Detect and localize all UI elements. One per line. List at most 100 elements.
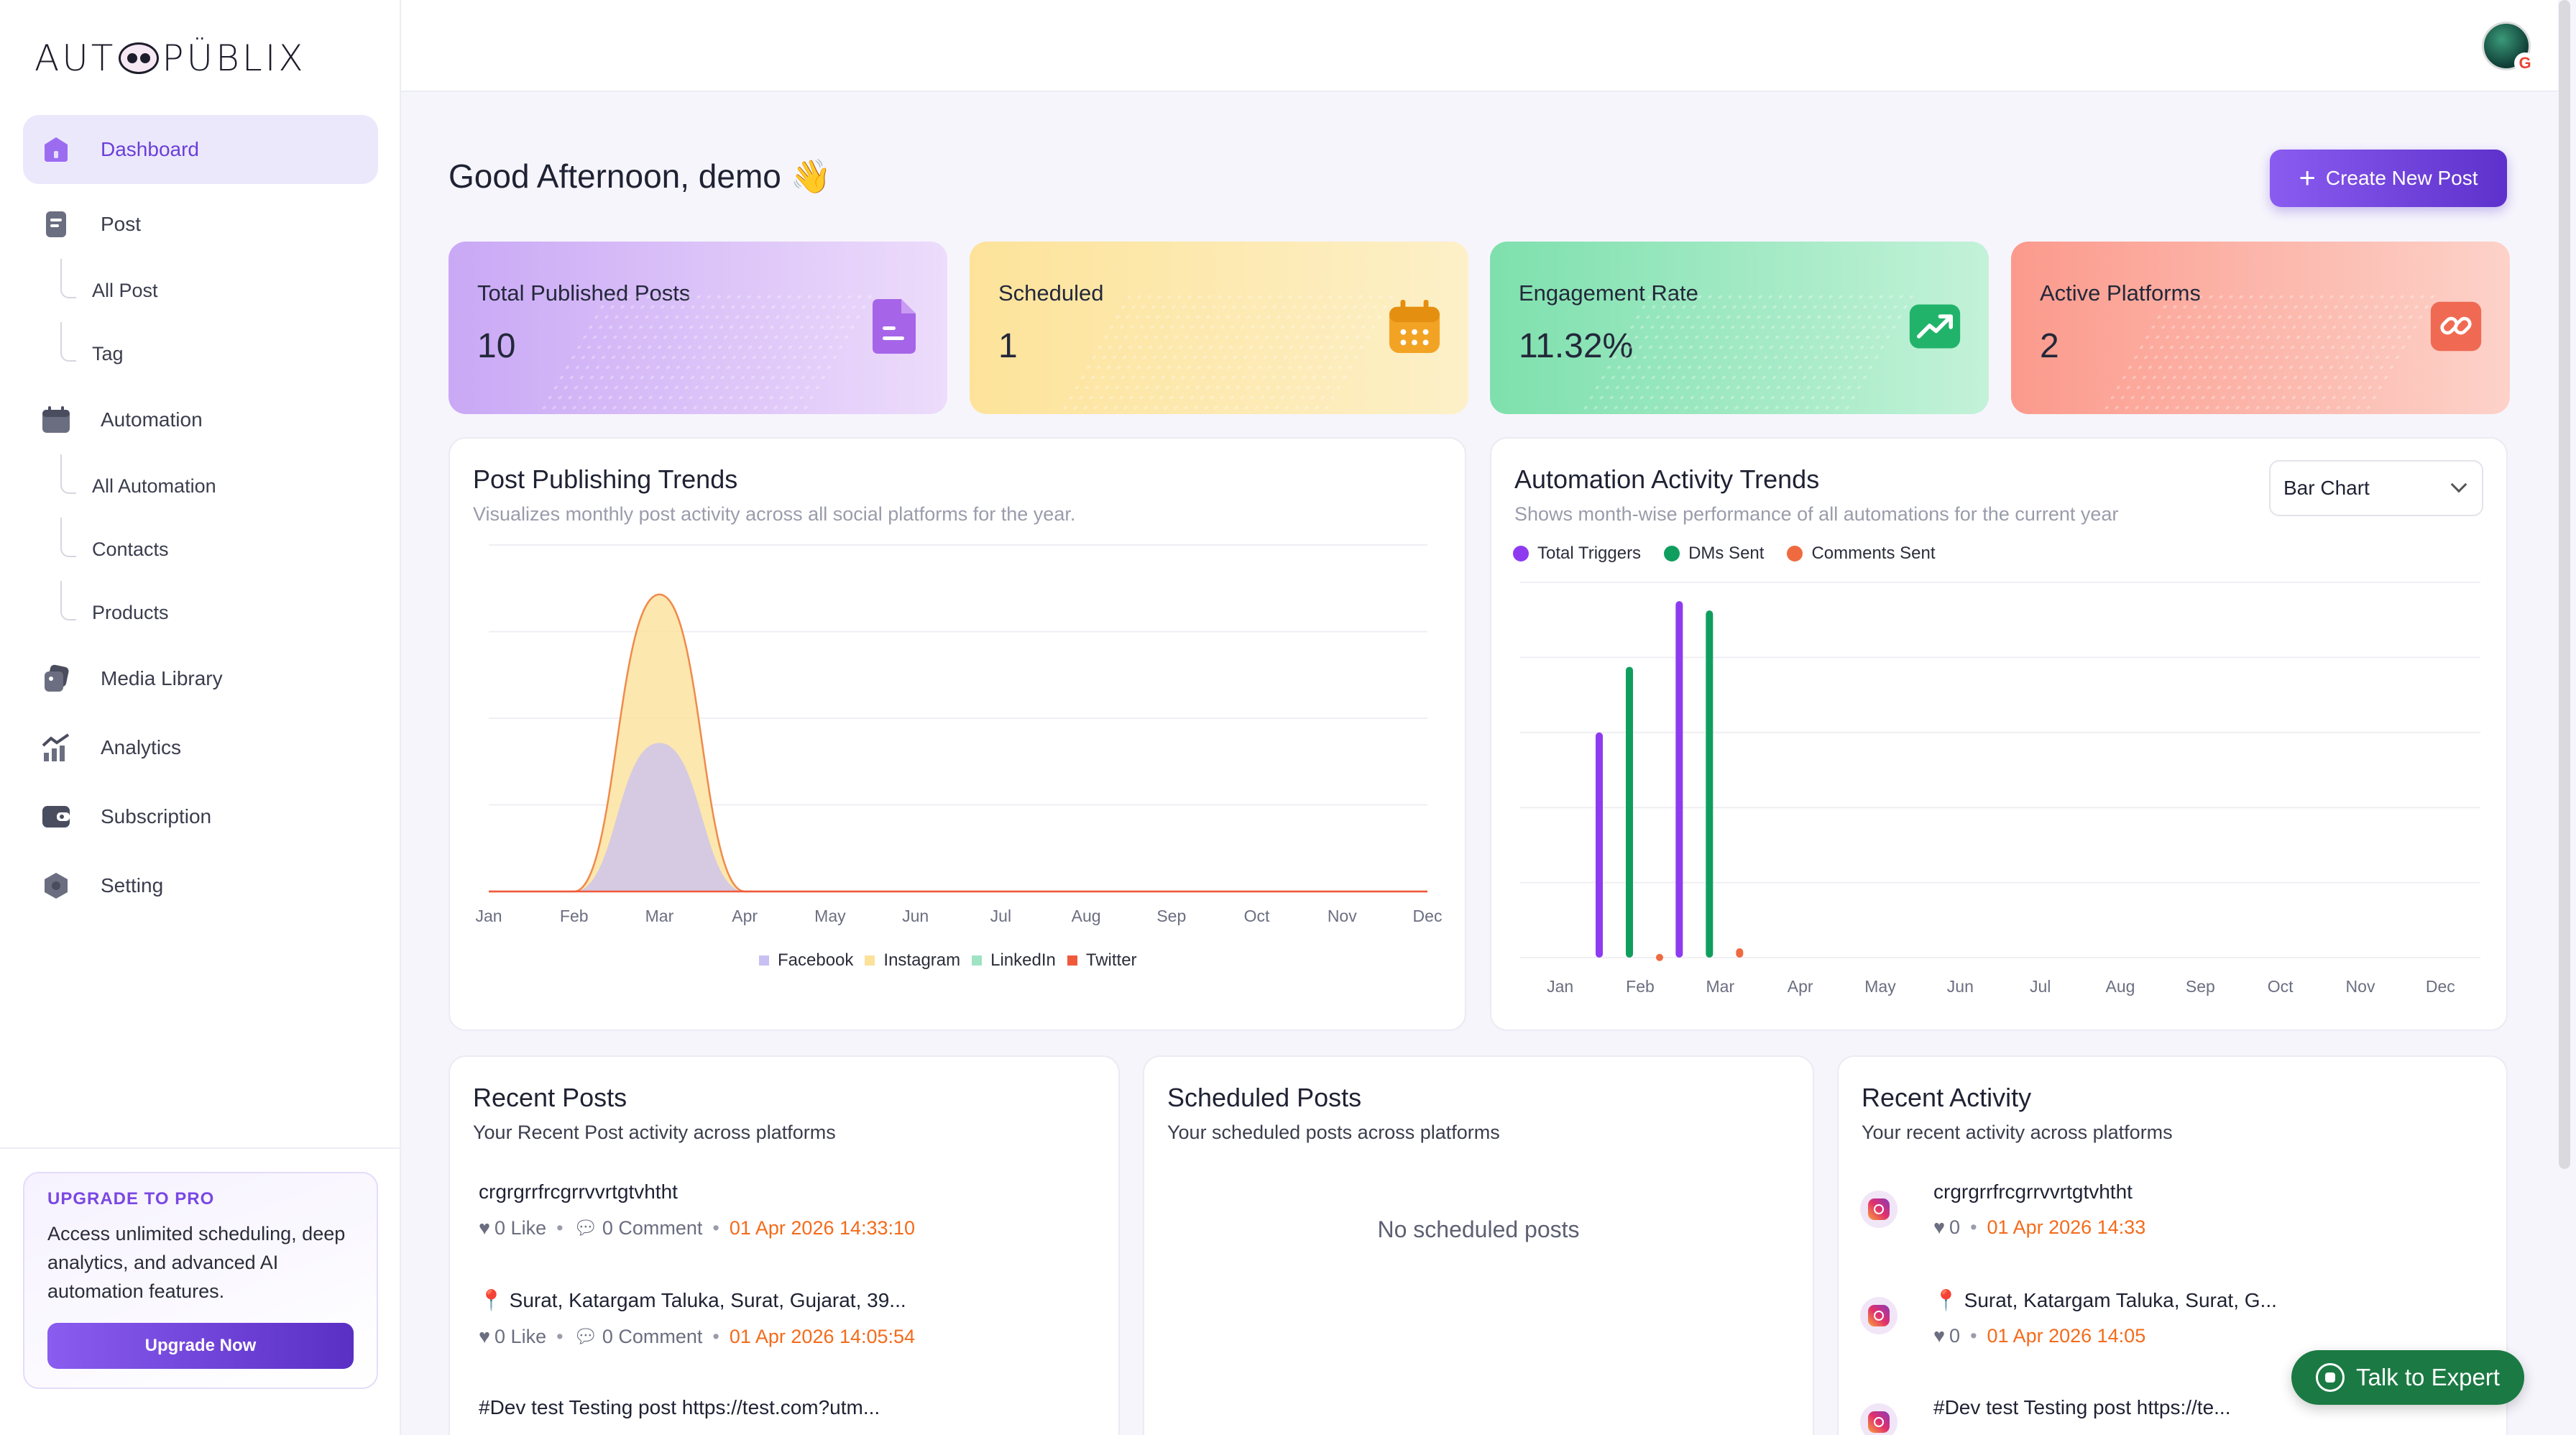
card-subtitle: Your scheduled posts across platforms [1167, 1122, 1500, 1143]
card-subtitle: Your recent activity across platforms [1862, 1122, 2173, 1143]
x-tick-label: Jul [990, 907, 1011, 925]
legend-swatch [759, 955, 769, 966]
legend-item[interactable]: Total Triggers [1513, 544, 1641, 564]
activity-count: 0 [1949, 1325, 1961, 1347]
post-icon [40, 208, 72, 240]
sidebar-item-automation[interactable]: Automation [23, 385, 378, 454]
list-item[interactable]: crgrgrrfrcgrrvvrtgtvhtht ♥ 0 Like • 💬︎ 0… [479, 1180, 915, 1239]
card-pattern [1576, 292, 1921, 414]
x-tick-label: Feb [560, 907, 589, 925]
x-tick-label: Mar [645, 907, 674, 925]
x-tick-label: Apr [732, 907, 758, 925]
post-date: 01 Apr 2026 14:33:10 [729, 1216, 916, 1239]
stat-card-platforms: Active Platforms 2 [2011, 242, 2510, 414]
list-item[interactable]: #Dev test Testing post https://te... [1933, 1396, 2230, 1419]
comment-icon: 💬︎ [573, 1326, 598, 1347]
separator-dot: • [712, 1216, 719, 1239]
post-date: 01 Apr 2026 14:05:54 [729, 1325, 916, 1347]
legend-label: DMs Sent [1688, 544, 1765, 563]
app-logo[interactable]: AUT PÜBLIX [34, 37, 306, 79]
separator-dot: • [1970, 1216, 1977, 1238]
avatar[interactable]: G [2482, 22, 2536, 74]
create-new-post-button[interactable]: + Create New Post [2270, 150, 2507, 207]
sidebar-item-all-post[interactable]: All Post [23, 259, 378, 322]
sidebar: AUT PÜBLIX Dashboard Post All Post Tag A… [0, 0, 401, 1435]
chart-type-select[interactable]: Bar Chart [2269, 460, 2483, 516]
legend-item[interactable]: Twitter [1067, 950, 1137, 971]
legend-label: LinkedIn [990, 950, 1056, 970]
bar-comments-sent[interactable] [1656, 953, 1663, 961]
topbar: G [401, 0, 2558, 92]
x-tick-label: Jun [902, 907, 929, 925]
x-tick-label: Jun [1947, 977, 1974, 996]
automation-activity-trends-card: Automation Activity Trends Shows month-w… [1490, 437, 2508, 1031]
legend-swatch [1513, 546, 1529, 561]
sidebar-item-subscription[interactable]: Subscription [23, 782, 378, 851]
legend-item[interactable]: LinkedIn [972, 950, 1056, 971]
scrollbar[interactable] [2559, 0, 2570, 1169]
sidebar-item-analytics[interactable]: Analytics [23, 713, 378, 782]
stat-label: Total Published Posts [477, 280, 691, 306]
legend-label: Comments Sent [1811, 544, 1936, 563]
stat-label: Engagement Rate [1519, 280, 1698, 306]
sidebar-item-contacts[interactable]: Contacts [23, 518, 378, 581]
sidebar-item-label: Analytics [101, 736, 182, 758]
select-value: Bar Chart [2283, 477, 2370, 499]
activity-title: #Dev test Testing post https://te... [1933, 1396, 2231, 1418]
like-count: 0 Like [494, 1216, 547, 1239]
bar-total-triggers[interactable] [1596, 732, 1603, 958]
instagram-icon [1860, 1403, 1898, 1435]
x-tick-label: Nov [2346, 977, 2375, 996]
bar-total-triggers[interactable] [1675, 601, 1683, 958]
talk-to-expert-button[interactable]: Talk to Expert [2291, 1350, 2524, 1405]
x-tick-label: Dec [1413, 907, 1443, 925]
sidebar-item-label: Setting [101, 874, 164, 897]
post-title: 📍 Surat, Katargam Taluka, Surat, Gujarat… [479, 1289, 906, 1311]
legend-label: Total Triggers [1537, 544, 1642, 563]
x-tick-label: Mar [1706, 977, 1735, 996]
legend-item[interactable]: Facebook [759, 950, 853, 971]
bar-comments-sent[interactable] [1736, 948, 1744, 958]
sidebar-item-label: Subscription [101, 805, 212, 827]
legend-swatch [972, 955, 983, 966]
media-icon [40, 663, 72, 694]
bar-dms-sent[interactable] [1626, 666, 1633, 958]
chart-legend: Facebook Instagram LinkedIn Twitter [759, 950, 1149, 971]
post-publishing-trends-card: Post Publishing Trends Visualizes monthl… [448, 437, 1466, 1031]
card-pattern [2097, 292, 2442, 414]
upgrade-now-button[interactable]: Upgrade Now [47, 1323, 354, 1369]
sidebar-item-setting[interactable]: Setting [23, 851, 378, 920]
stat-label: Scheduled [998, 280, 1104, 306]
sidebar-item-dashboard[interactable]: Dashboard [23, 115, 378, 184]
chart-legend: Total Triggers DMs Sent Comments Sent [1513, 544, 1959, 564]
x-tick-label: Sep [1156, 907, 1186, 925]
list-item[interactable]: crgrgrrfrcgrrvvrtgtvhtht ♥ 0 • 01 Apr 20… [1933, 1180, 2145, 1239]
page-title: Good Afternoon, demo 👋 [448, 157, 832, 196]
legend-item[interactable]: DMs Sent [1664, 544, 1764, 564]
legend-item[interactable]: Instagram [865, 950, 960, 971]
legend-label: Twitter [1085, 950, 1137, 970]
card-title: Automation Activity Trends [1514, 464, 1820, 494]
legend-swatch [1067, 955, 1077, 966]
sidebar-item-all-automation[interactable]: All Automation [23, 454, 378, 518]
list-item[interactable]: #Dev test Testing post https://test.com?… [479, 1396, 880, 1419]
sidebar-item-label: Post [101, 213, 142, 235]
separator-dot: • [556, 1216, 564, 1239]
upgrade-title: UPGRADE TO PRO [47, 1189, 215, 1209]
list-item[interactable]: 📍 Surat, Katargam Taluka, Surat, Gujarat… [479, 1288, 915, 1348]
comment-count: 0 Comment [602, 1216, 703, 1239]
dashboard-icon [40, 134, 72, 165]
sidebar-item-tag[interactable]: Tag [23, 322, 378, 385]
legend-item[interactable]: Comments Sent [1787, 544, 1936, 564]
bar-dms-sent[interactable] [1706, 610, 1714, 958]
list-item[interactable]: 📍 Surat, Katargam Taluka, Surat, G... ♥ … [1933, 1288, 2277, 1347]
x-tick-label: May [814, 907, 846, 925]
sidebar-item-post[interactable]: Post [23, 190, 378, 259]
automation-trends-chart[interactable]: Jan Feb Mar Apr May Jun Jul Aug Sep Oct Nov Dec [1491, 439, 2509, 1032]
post-trends-chart[interactable]: Jan Feb Mar Apr May Jun Jul Aug Sep Oct Nov Dec [450, 439, 1468, 1032]
sidebar-item-media-library[interactable]: Media Library [23, 644, 378, 713]
sidebar-item-label: Media Library [101, 667, 223, 689]
stat-card-scheduled: Scheduled 1 [970, 242, 1468, 414]
document-icon [867, 298, 920, 355]
sidebar-item-products[interactable]: Products [23, 581, 378, 644]
